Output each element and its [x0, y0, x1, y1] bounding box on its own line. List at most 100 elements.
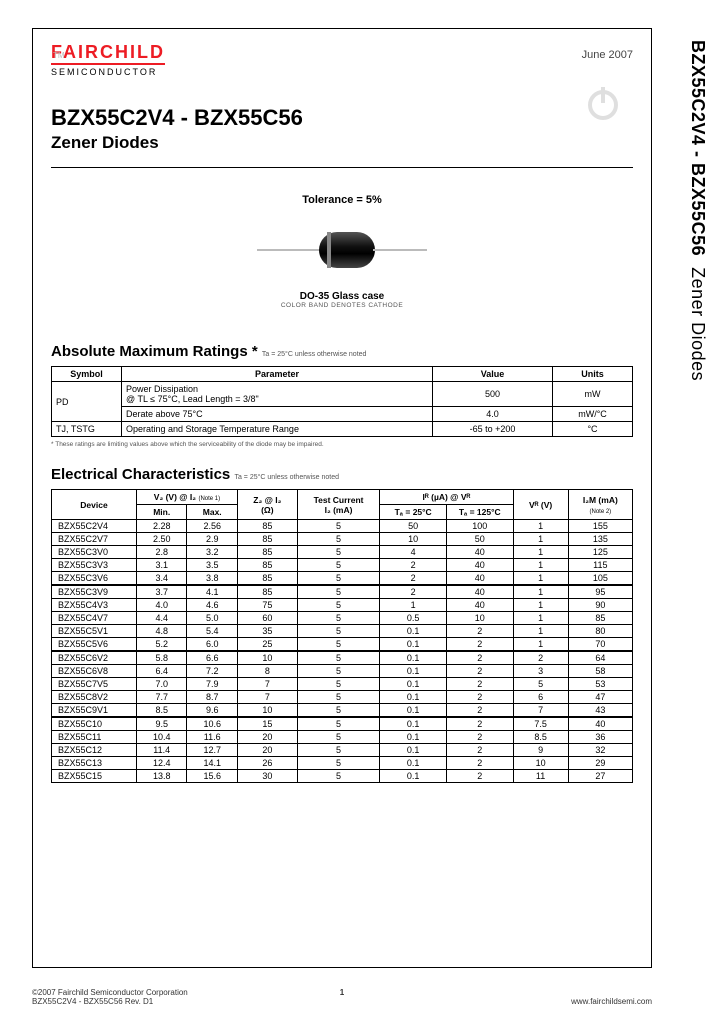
- cell: 0.1: [380, 651, 447, 665]
- power-icon: [583, 83, 623, 123]
- cell: 0.1: [380, 744, 447, 757]
- elec-table: Device V₂ (V) @ I₂ (Note 1) Z₂ @ I₂ (Ω) …: [51, 489, 633, 783]
- table-row: BZX55C2V72.502.985510501135: [52, 533, 633, 546]
- cell: 5: [297, 546, 380, 559]
- cell: 40: [446, 572, 513, 586]
- cell: 7.9: [187, 678, 238, 691]
- cell: 26: [237, 757, 297, 770]
- ratings-table: Symbol Parameter Value Units PDPower Dis…: [51, 366, 633, 437]
- cell: 3.2: [187, 546, 238, 559]
- cell: 5: [297, 678, 380, 691]
- cell: 20: [237, 731, 297, 744]
- cell: 5: [297, 625, 380, 638]
- cell: 2: [446, 704, 513, 718]
- cell: BZX55C9V1: [52, 704, 137, 718]
- cell: 5: [513, 678, 568, 691]
- cell: 2: [446, 625, 513, 638]
- cell: Derate above 75°C: [122, 407, 433, 422]
- cell: BZX55C3V9: [52, 585, 137, 599]
- cell: 5: [297, 599, 380, 612]
- page-number: 1: [340, 988, 344, 997]
- cell: 15: [237, 717, 297, 731]
- cell: 5: [297, 731, 380, 744]
- cell: 2: [446, 651, 513, 665]
- table-row: BZX55C3V93.74.1855240195: [52, 585, 633, 599]
- cell: 7: [237, 691, 297, 704]
- cell: 3: [513, 665, 568, 678]
- cell: 85: [237, 520, 297, 533]
- cell: 4.4: [136, 612, 187, 625]
- cell: 8: [237, 665, 297, 678]
- cell: Power Dissipation @ TL ≤ 75°C, Lead Leng…: [122, 382, 433, 407]
- cell: 155: [568, 520, 632, 533]
- footer-url: www.fairchildsemi.com: [571, 997, 652, 1006]
- cell: 7.5: [513, 717, 568, 731]
- ratings-note: Ta = 25°C unless otherwise noted: [262, 351, 367, 358]
- cell: 7.7: [136, 691, 187, 704]
- table-row: BZX55C9V18.59.61050.12743: [52, 704, 633, 718]
- elec-title: Electrical Characteristics Ta = 25°C unl…: [51, 466, 633, 483]
- cell: 1: [513, 599, 568, 612]
- cell: 0.1: [380, 704, 447, 718]
- cell: BZX55C10: [52, 717, 137, 731]
- cell: 9.5: [136, 717, 187, 731]
- cell: 64: [568, 651, 632, 665]
- cell: 25: [237, 638, 297, 652]
- cell: 5: [297, 651, 380, 665]
- cell: 2.28: [136, 520, 187, 533]
- cell: BZX55C4V3: [52, 599, 137, 612]
- revision: BZX55C2V4 - BZX55C56 Rev. D1: [32, 997, 188, 1006]
- document-date: June 2007: [582, 49, 633, 61]
- case-label: DO-35 Glass case: [51, 291, 633, 302]
- cell: 1: [513, 559, 568, 572]
- cell: 500: [433, 382, 553, 407]
- cell: 135: [568, 533, 632, 546]
- cell: 10.4: [136, 731, 187, 744]
- side-part-range: BZX55C2V4 - BZX55C56: [688, 40, 708, 256]
- trademark-icon: TM: [53, 51, 65, 60]
- cell: 4: [380, 546, 447, 559]
- cell: 10.6: [187, 717, 238, 731]
- cell: 40: [446, 585, 513, 599]
- cell: 43: [568, 704, 632, 718]
- cell: BZX55C3V3: [52, 559, 137, 572]
- col-symbol: Symbol: [52, 367, 122, 382]
- cell: 12.7: [187, 744, 238, 757]
- cell: 0.1: [380, 770, 447, 783]
- cell: 0.5: [380, 612, 447, 625]
- cell: BZX55C11: [52, 731, 137, 744]
- cell: 50: [446, 533, 513, 546]
- table-row: BZX55C4V34.04.6755140190: [52, 599, 633, 612]
- h-max: Max.: [187, 505, 238, 520]
- cell: 1: [380, 599, 447, 612]
- cell: 80: [568, 625, 632, 638]
- cell: 2: [446, 678, 513, 691]
- table-row: BZX55C1211.412.72050.12932: [52, 744, 633, 757]
- cell: BZX55C6V2: [52, 651, 137, 665]
- logo-text-top: FAIRCHILD: [51, 43, 165, 65]
- cell: 2: [446, 638, 513, 652]
- cell: 3.4: [136, 572, 187, 586]
- table-row: BZX55C109.510.61550.127.540: [52, 717, 633, 731]
- cell: 2: [446, 717, 513, 731]
- cell: 11.6: [187, 731, 238, 744]
- h-ta25: Tₐ = 25°C: [380, 505, 447, 520]
- footer-left: ©2007 Fairchild Semiconductor Corporatio…: [32, 988, 188, 1006]
- cell: 2: [446, 665, 513, 678]
- cell: 3.8: [187, 572, 238, 586]
- cell: 5: [297, 665, 380, 678]
- cell: 2: [380, 559, 447, 572]
- cell: 1: [513, 520, 568, 533]
- cell: 1: [513, 572, 568, 586]
- band-note: COLOR BAND DENOTES CATHODE: [51, 302, 633, 309]
- cell: 47: [568, 691, 632, 704]
- cell: 85: [237, 559, 297, 572]
- cell: 0.1: [380, 625, 447, 638]
- col-value: Value: [433, 367, 553, 382]
- h-vr: Vᴿ (V): [513, 490, 568, 520]
- cell: 6.6: [187, 651, 238, 665]
- cell: 40: [446, 546, 513, 559]
- cell: 0.1: [380, 665, 447, 678]
- table-row: TJ, TSTGOperating and Storage Temperatur…: [52, 422, 633, 437]
- table-row: BZX55C8V27.78.7750.12647: [52, 691, 633, 704]
